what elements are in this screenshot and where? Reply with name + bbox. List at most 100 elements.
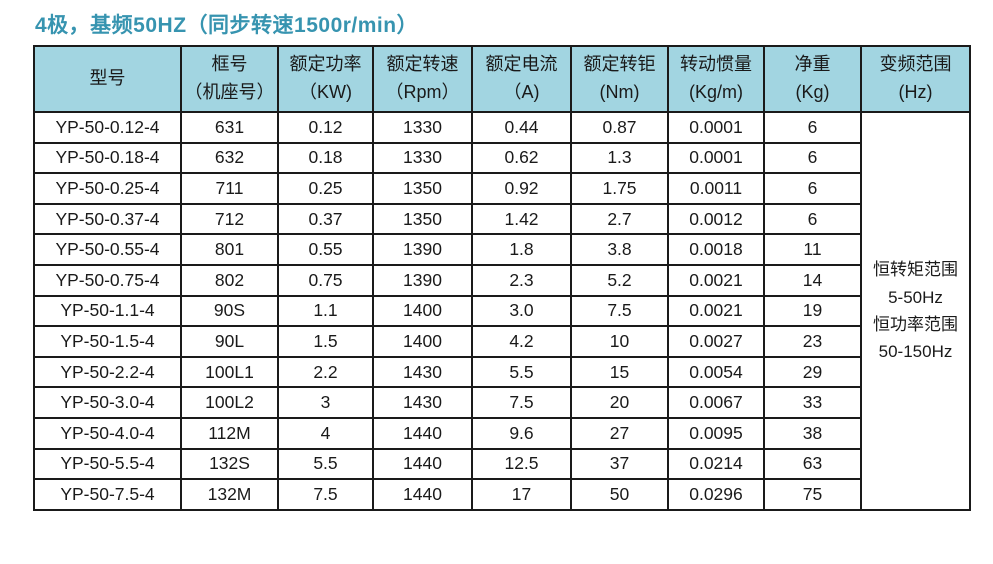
table-cell: 0.0054 <box>667 355 765 389</box>
table-cell: 5.5 <box>277 447 374 481</box>
table-cell: 4.2 <box>471 325 572 358</box>
table-cell: 1390 <box>372 233 473 266</box>
table-cell: 38 <box>763 416 862 450</box>
table-cell: 5.5 <box>471 355 572 389</box>
table-cell: 2.2 <box>277 355 374 389</box>
table-cell: 6 <box>763 172 862 205</box>
table-cell: 0.0296 <box>667 478 765 511</box>
table-cell: 1440 <box>372 478 473 511</box>
table-cell: YP-50-0.75-4 <box>33 263 182 297</box>
table-cell: 7.5 <box>570 294 669 328</box>
table-cell: 132S <box>180 447 279 481</box>
table-row: YP-50-5.5-4 132S 5.5 1440 12.5 37 0.0214 63 <box>33 447 970 481</box>
table-cell: 631 <box>180 111 279 144</box>
table-row: YP-50-1.5-4 90L 1.5 1400 4.2 10 0.0027 23 <box>33 325 970 358</box>
table-cell: 1350 <box>372 172 473 205</box>
table-row: YP-50-0.18-4 632 0.18 1330 0.62 1.3 0.0001 6 <box>33 141 970 175</box>
header-line1: 转动惯量 <box>680 54 752 75</box>
table-cell: 23 <box>763 325 862 358</box>
table-cell: 1400 <box>372 325 473 358</box>
table-cell: 19 <box>763 294 862 328</box>
table-cell: 75 <box>763 478 862 511</box>
table-cell: 1440 <box>372 447 473 481</box>
table-cell: 1.5 <box>277 325 374 358</box>
col-header-frame: 框号 （机座号） <box>180 45 279 113</box>
table-cell: 29 <box>763 355 862 389</box>
table-cell: YP-50-3.0-4 <box>33 386 182 419</box>
table-cell: YP-50-4.0-4 <box>33 416 182 450</box>
table-cell: 0.55 <box>277 233 374 266</box>
table-cell: 90S <box>180 294 279 328</box>
table-cell: 801 <box>180 233 279 266</box>
header-line1: 框号 <box>211 54 248 75</box>
table-cell: 0.0027 <box>667 325 765 358</box>
col-header-rated-speed: 额定转速 （Rpm） <box>372 45 473 113</box>
col-header-inertia: 转动惯量 (Kg/m) <box>667 45 765 113</box>
table-cell: 1.8 <box>471 233 572 266</box>
table-row: YP-50-0.25-4 711 0.25 1350 0.92 1.75 0.0011 6 <box>33 172 970 205</box>
table-cell: 0.44 <box>471 111 572 144</box>
col-header-freq-range: 变频范围 (Hz) <box>860 45 971 113</box>
motor-spec-table: 型号 框号 （机座号） 额定功率 （KW) 额定转速 （Rpm） 额定电流 <box>33 45 971 511</box>
table-cell: YP-50-5.5-4 <box>33 447 182 481</box>
header-line1: 变频范围 <box>879 54 952 75</box>
table-cell: 802 <box>180 263 279 297</box>
table-cell: 90L <box>180 325 279 358</box>
table-cell: 0.0001 <box>667 141 765 175</box>
table-cell: 0.0214 <box>667 447 765 481</box>
table-cell: 0.75 <box>277 263 374 297</box>
table-cell: 0.0018 <box>667 233 765 266</box>
table-cell: 0.0012 <box>667 202 765 236</box>
table-cell: 0.0095 <box>667 416 765 450</box>
table-cell: 3.0 <box>471 294 572 328</box>
table-header: 型号 框号 （机座号） 额定功率 （KW) 额定转速 （Rpm） 额定电流 <box>33 45 971 113</box>
table-cell: 3 <box>277 386 374 419</box>
table-cell: 6 <box>763 141 862 175</box>
table-row: YP-50-0.75-4 802 0.75 1390 2.3 5.2 0.0021 14 <box>33 263 970 297</box>
table-cell: 17 <box>471 478 572 511</box>
table-cell: 100L1 <box>180 355 279 389</box>
table-cell: YP-50-2.2-4 <box>33 355 182 389</box>
table-cell: 6 <box>763 202 862 236</box>
table-cell: 50 <box>570 478 669 511</box>
table-cell: 711 <box>180 172 279 205</box>
table-cell: 0.0011 <box>667 172 765 205</box>
header-line1: 额定转速 <box>386 54 459 75</box>
table-cell: 0.0021 <box>667 263 765 297</box>
table-cell: 1.3 <box>570 141 669 175</box>
table-cell: 37 <box>570 447 669 481</box>
header-line2: （A) <box>503 82 540 102</box>
table-cell: 7.5 <box>471 386 572 419</box>
table-cell: 1440 <box>372 416 473 450</box>
table-cell: YP-50-0.18-4 <box>33 141 182 175</box>
table-cell: 11 <box>763 233 862 266</box>
col-header-net-weight: 净重 (Kg) <box>763 45 862 113</box>
table-cell: 1.1 <box>277 294 374 328</box>
table-cell: 7.5 <box>277 478 374 511</box>
table-cell: 0.62 <box>471 141 572 175</box>
table-cell: 10 <box>570 325 669 358</box>
header-line1: 额定转钜 <box>583 54 656 75</box>
table-row: YP-50-7.5-4 132M 7.5 1440 17 50 0.0296 75 <box>33 478 970 511</box>
table-cell: 3.8 <box>570 233 669 266</box>
table-cell: 712 <box>180 202 279 236</box>
table-cell: YP-50-0.12-4 <box>33 111 182 144</box>
table-cell: 0.87 <box>570 111 669 144</box>
page-title: 4极，基频50HZ（同步转速1500r/min） <box>35 14 419 37</box>
col-header-rated-power: 额定功率 （KW) <box>277 45 374 113</box>
table-cell: YP-50-1.5-4 <box>33 325 182 358</box>
table-cell: YP-50-0.37-4 <box>33 202 182 236</box>
header-line2: (Nm) <box>599 82 640 102</box>
table-cell: 2.7 <box>570 202 669 236</box>
header-line1: 额定功率 <box>289 54 362 75</box>
header-line2: （机座号） <box>184 82 275 102</box>
header-line1: 净重 <box>794 54 831 75</box>
table-cell: 0.18 <box>277 141 374 175</box>
header-line1: 型号 <box>89 68 126 89</box>
header-line1: 额定电流 <box>485 54 558 75</box>
table-cell: YP-50-1.1-4 <box>33 294 182 328</box>
table-row: YP-50-1.1-4 90S 1.1 1400 3.0 7.5 0.0021 19 <box>33 294 970 328</box>
table-cell: 1400 <box>372 294 473 328</box>
table-cell: 1430 <box>372 386 473 419</box>
